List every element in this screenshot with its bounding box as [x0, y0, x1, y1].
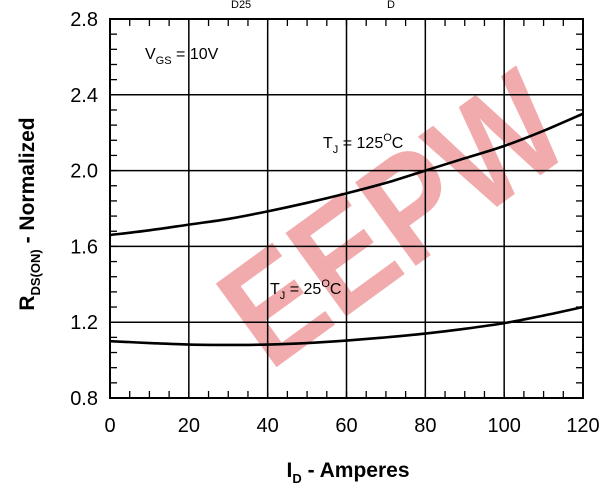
curves — [109, 112, 584, 347]
curve-tj-25c — [109, 305, 584, 347]
x-tick-label: 40 — [257, 415, 279, 437]
tj125-sup: O — [383, 132, 392, 144]
tj125-annotation: TJ = 125OC — [323, 132, 403, 156]
y-tick-labels: 0.8 1.2 1.6 2.0 2.4 2.8 — [70, 9, 98, 410]
tj25-unit: C — [330, 281, 342, 298]
x-tick-label: 0 — [104, 415, 115, 437]
tj125-rest: = 125 — [338, 135, 383, 152]
y-tick-label: 0.8 — [70, 388, 98, 410]
y-axis-label-main: R — [16, 295, 39, 310]
axis-ticks — [109, 18, 584, 399]
x-tick-label: 20 — [178, 415, 200, 437]
x-tick-label: 100 — [487, 415, 520, 437]
tj25-main: T — [270, 281, 280, 298]
y-axis-label-rest: - Normalized — [16, 117, 39, 249]
x-axis-label-sub: D — [292, 471, 301, 486]
tj125-unit: C — [392, 135, 404, 152]
title-fragment-sub2: D — [387, 0, 395, 11]
x-tick-label: 120 — [566, 415, 599, 437]
vgs-rest: = 10V — [172, 46, 219, 63]
x-tick-label: 80 — [414, 415, 436, 437]
tj25-annotation: TJ = 25OC — [270, 278, 341, 302]
y-tick-label: 1.6 — [70, 236, 98, 258]
vgs-main: V — [145, 46, 156, 63]
x-tick-labels: 0 20 40 60 80 100 120 — [104, 415, 599, 437]
tj125-sub: J — [333, 144, 339, 156]
x-tick-label: 60 — [335, 415, 357, 437]
y-tick-label: 2.0 — [70, 161, 98, 183]
tj25-rest: = 25 — [285, 281, 321, 298]
title-fragment-sub1: D25 — [231, 0, 251, 11]
x-axis-label-rest: - Amperes — [302, 459, 410, 482]
tj125-main: T — [323, 135, 333, 152]
plot-frame — [109, 18, 584, 399]
y-tick-label: 2.4 — [70, 85, 98, 107]
x-axis-label: ID - Amperes — [287, 459, 410, 486]
vgs-sub: GS — [156, 55, 172, 67]
y-tick-label: 1.2 — [70, 312, 98, 334]
x-axis-label-main: I — [287, 459, 293, 482]
y-tick-label: 2.8 — [70, 9, 98, 31]
vgs-annotation: VGS = 10V — [145, 46, 219, 67]
y-axis-label-sub: DS(ON) — [28, 249, 43, 295]
curve-tj-125c — [109, 112, 584, 237]
tj25-sub: J — [280, 290, 286, 302]
y-axis-label: RDS(ON) - Normalized — [16, 117, 43, 310]
tj25-sup: O — [321, 278, 330, 290]
